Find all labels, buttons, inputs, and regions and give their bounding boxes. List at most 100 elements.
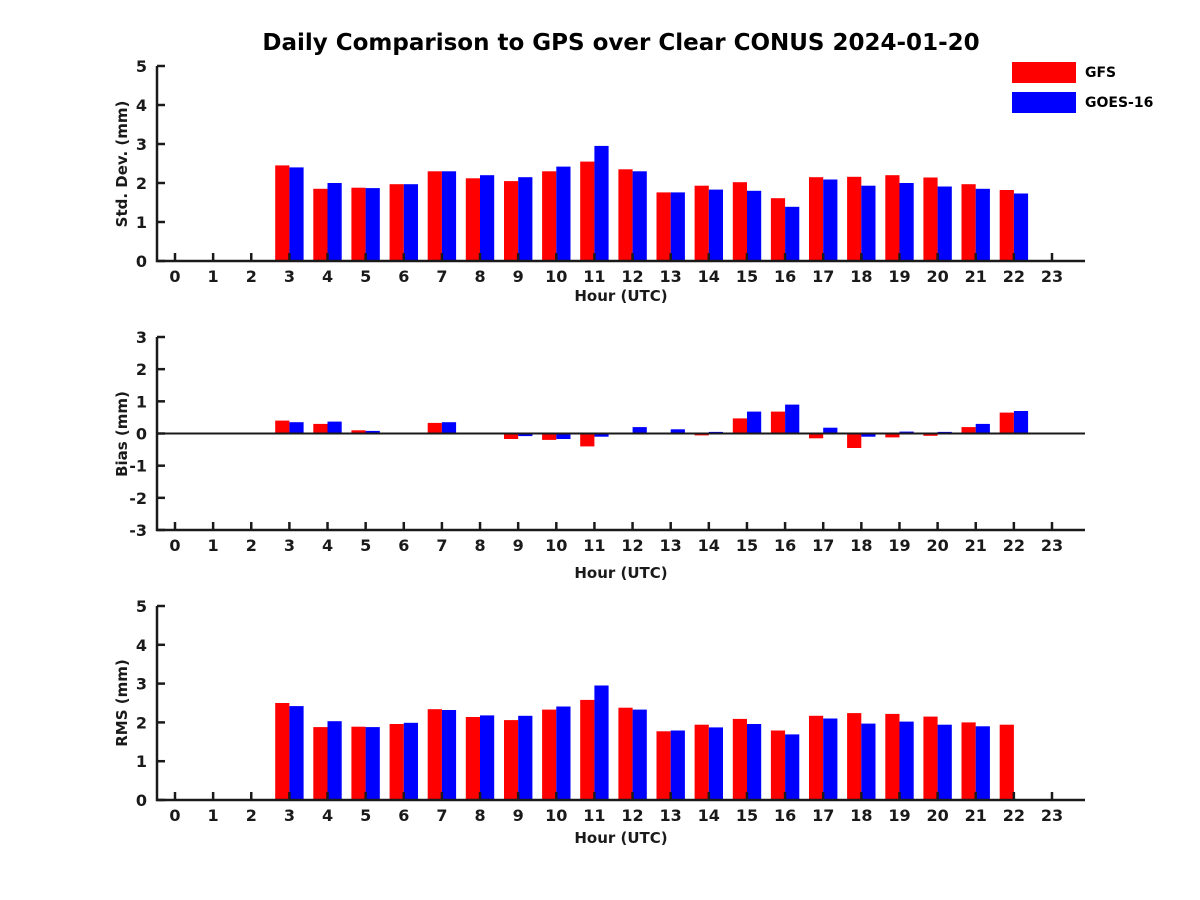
x-tick-label: 14 xyxy=(698,536,720,555)
x-tick-label: 23 xyxy=(1041,806,1063,825)
bar xyxy=(580,699,595,800)
x-tick-label: 13 xyxy=(660,806,682,825)
legend-entry-goes16: GOES-16 xyxy=(1012,92,1153,113)
bar xyxy=(480,175,495,261)
bar xyxy=(618,707,633,800)
x-tick-label: 9 xyxy=(513,267,524,286)
x-tick-label: 21 xyxy=(965,536,987,555)
bar xyxy=(518,433,533,437)
bar xyxy=(594,685,609,800)
x-tick-label: 22 xyxy=(1003,536,1025,555)
bar xyxy=(656,731,671,800)
y-tick-label: 4 xyxy=(136,96,147,115)
bar xyxy=(504,720,519,800)
bars-stddev-goes16 xyxy=(289,145,1029,261)
x-tick-label: 3 xyxy=(284,806,295,825)
bar xyxy=(632,171,647,261)
y-tick-label: 3 xyxy=(136,675,147,694)
bar xyxy=(389,724,404,800)
x-tick-label: 9 xyxy=(513,806,524,825)
x-tick-label: 17 xyxy=(812,267,834,286)
x-axis-label-bias: Hour (UTC) xyxy=(574,564,668,582)
bar xyxy=(618,169,633,261)
x-tick-label: 12 xyxy=(621,806,643,825)
bar xyxy=(465,178,480,261)
x-tick-label: 8 xyxy=(474,267,485,286)
bar xyxy=(809,177,824,261)
y-tick-label: 3 xyxy=(136,135,147,154)
x-tick-label: 20 xyxy=(926,267,948,286)
chart-title: Daily Comparison to GPS over Clear CONUS… xyxy=(262,30,980,56)
x-tick-label: 16 xyxy=(774,536,796,555)
bar xyxy=(427,422,442,434)
bar xyxy=(542,709,557,800)
bars-rms-goes16 xyxy=(289,685,990,800)
x-tick-label: 6 xyxy=(398,536,409,555)
bar xyxy=(327,183,342,261)
x-tick-label: 17 xyxy=(812,806,834,825)
bar xyxy=(518,715,533,800)
bar xyxy=(656,192,671,261)
x-tick-label: 4 xyxy=(322,806,333,825)
y-tick-label: 2 xyxy=(136,360,147,379)
x-tick-label: 7 xyxy=(436,536,447,555)
bar xyxy=(961,427,976,434)
x-tick-label: 3 xyxy=(284,267,295,286)
y-tick-label: 1 xyxy=(136,752,147,771)
bar xyxy=(770,198,786,261)
x-tick-label: 21 xyxy=(965,806,987,825)
bar xyxy=(403,722,418,800)
x-tick-label: 8 xyxy=(474,806,485,825)
bar xyxy=(670,192,685,261)
bar xyxy=(632,709,647,800)
bar xyxy=(556,166,571,261)
bar xyxy=(351,726,366,800)
y-tick-label: 1 xyxy=(136,213,147,232)
y-tick-label: 0 xyxy=(136,791,147,810)
bar xyxy=(289,706,304,800)
bar xyxy=(861,723,876,800)
y-tick-label: -3 xyxy=(129,521,147,540)
bar xyxy=(785,734,800,800)
bar xyxy=(694,724,709,800)
bar xyxy=(747,411,762,434)
bar xyxy=(809,433,824,439)
x-tick-label: 22 xyxy=(1003,267,1025,286)
x-tick-label: 13 xyxy=(660,536,682,555)
bar xyxy=(580,433,595,447)
bar xyxy=(861,185,876,261)
bar xyxy=(504,181,519,261)
x-tick-label: 5 xyxy=(360,536,371,555)
x-tick-label: 20 xyxy=(926,806,948,825)
bar xyxy=(732,182,747,261)
bar xyxy=(327,421,342,434)
y-tick-label: 2 xyxy=(136,713,147,732)
bar xyxy=(975,423,990,434)
bar xyxy=(580,161,595,261)
bar xyxy=(823,179,838,261)
bar xyxy=(556,706,571,800)
x-axis-label-rms: Hour (UTC) xyxy=(574,829,668,847)
x-tick-label: 2 xyxy=(246,806,257,825)
bar xyxy=(389,184,404,261)
bar xyxy=(275,165,290,261)
bar xyxy=(403,184,418,261)
x-tick-label: 1 xyxy=(208,267,219,286)
y-tick-label: 3 xyxy=(136,328,147,347)
x-tick-label: 22 xyxy=(1003,806,1025,825)
bar xyxy=(365,188,380,261)
bar xyxy=(427,709,442,800)
bar xyxy=(542,433,557,440)
x-tick-label: 4 xyxy=(322,536,333,555)
bar xyxy=(923,433,938,436)
bar xyxy=(670,730,685,800)
bar xyxy=(480,715,495,800)
x-tick-label: 11 xyxy=(583,806,605,825)
bar xyxy=(518,177,533,261)
x-tick-label: 14 xyxy=(698,267,720,286)
bar xyxy=(594,145,609,261)
bar xyxy=(365,727,380,800)
bars-rms-gfs xyxy=(275,699,1014,800)
bar xyxy=(632,427,647,434)
